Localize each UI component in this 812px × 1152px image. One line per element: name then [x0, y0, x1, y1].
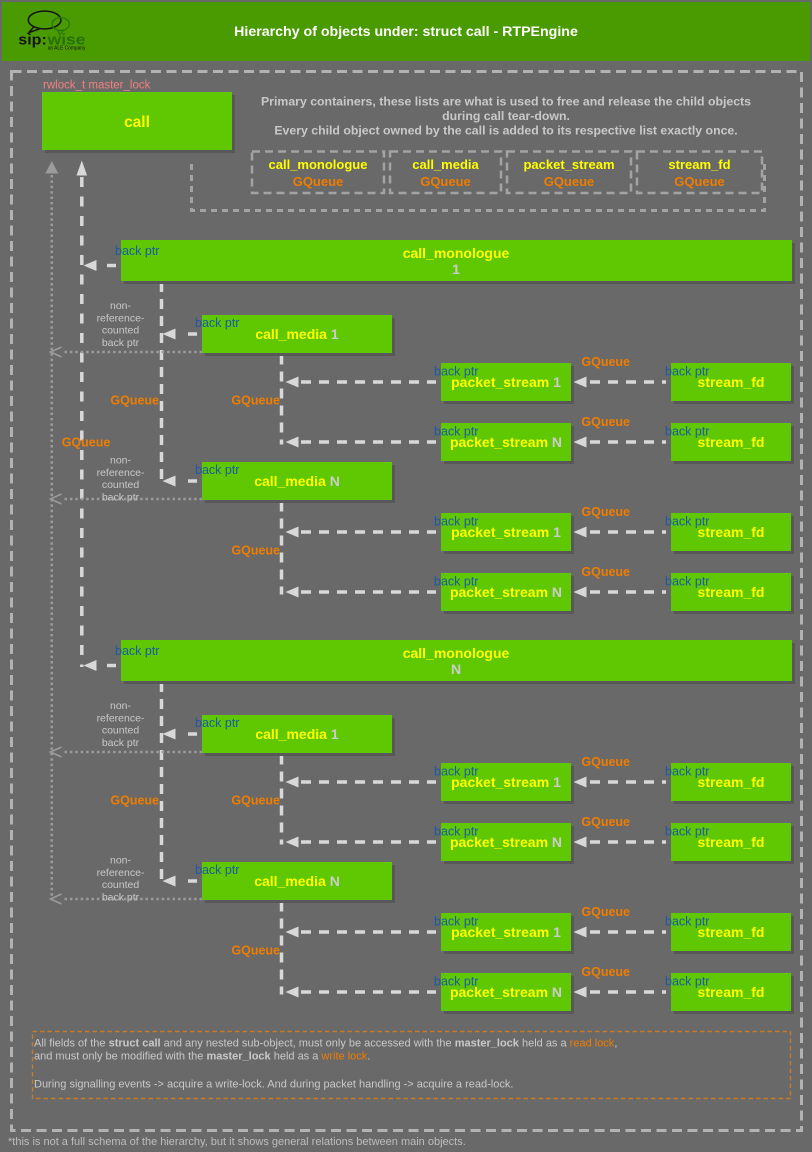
svg-text:back ptr: back ptr	[434, 765, 478, 779]
svg-text:reference-: reference-	[97, 467, 145, 479]
svg-text:back ptr: back ptr	[665, 765, 709, 779]
svg-text:packet_stream 1: packet_stream 1	[451, 374, 561, 390]
svg-text:GQueue: GQueue	[110, 394, 159, 408]
svg-text:stream_fd: stream_fd	[698, 834, 765, 850]
svg-text:packet_stream 1: packet_stream 1	[451, 774, 561, 790]
svg-text:back ptr: back ptr	[434, 365, 478, 379]
svg-text:All fields of the struct call: All fields of the struct call and any ne…	[34, 1038, 617, 1050]
svg-text:During signalling events -> ac: During signalling events -> acquire a wr…	[34, 1079, 513, 1091]
svg-text:counted: counted	[102, 725, 140, 737]
svg-text:back ptr: back ptr	[102, 737, 140, 749]
svg-text:back ptr: back ptr	[115, 244, 159, 258]
svg-text:call_media N: call_media N	[254, 473, 340, 489]
svg-text:Hierarchy of objects under: st: Hierarchy of objects under: struct call …	[234, 24, 578, 40]
svg-text:call_media 1: call_media 1	[255, 726, 339, 742]
svg-text:back ptr: back ptr	[195, 316, 239, 330]
svg-text:rwlock_t master_lock: rwlock_t master_lock	[43, 80, 151, 92]
svg-text:back ptr: back ptr	[434, 825, 478, 839]
svg-text:back ptr: back ptr	[665, 515, 709, 529]
svg-text:N: N	[451, 661, 461, 677]
svg-text:GQueue: GQueue	[231, 544, 280, 558]
svg-text:GQueue: GQueue	[231, 794, 280, 808]
svg-text:GQueue: GQueue	[674, 174, 725, 189]
svg-text:call: call	[124, 114, 150, 131]
svg-text:GQueue: GQueue	[581, 755, 630, 769]
svg-text:packet_stream N: packet_stream N	[450, 434, 562, 450]
svg-text:reference-: reference-	[97, 312, 145, 324]
svg-text:stream_fd: stream_fd	[698, 984, 765, 1000]
svg-text:1: 1	[452, 261, 460, 277]
svg-text:back ptr: back ptr	[195, 863, 239, 877]
svg-text:packet_stream 1: packet_stream 1	[451, 924, 561, 940]
svg-text:Every child object owned by th: Every child object owned by the call is …	[274, 124, 737, 138]
svg-text:stream_fd: stream_fd	[698, 434, 765, 450]
svg-text:packet_stream N: packet_stream N	[450, 584, 562, 600]
svg-text:GQueue: GQueue	[581, 905, 630, 919]
svg-text:GQueue: GQueue	[110, 794, 159, 808]
svg-text:call_monologue: call_monologue	[403, 245, 510, 261]
svg-text:counted: counted	[102, 479, 140, 491]
svg-text:GQueue: GQueue	[62, 436, 111, 450]
svg-text:call_media 1: call_media 1	[255, 326, 339, 342]
svg-text:call_monologue: call_monologue	[269, 157, 368, 172]
svg-text:GQueue: GQueue	[231, 394, 280, 408]
svg-text:GQueue: GQueue	[544, 174, 595, 189]
svg-text:GQueue: GQueue	[420, 174, 471, 189]
svg-text:back ptr: back ptr	[434, 515, 478, 529]
svg-text:GQueue: GQueue	[231, 944, 280, 958]
svg-text:back ptr: back ptr	[665, 575, 709, 589]
svg-text:stream_fd: stream_fd	[698, 584, 765, 600]
svg-text:GQueue: GQueue	[581, 815, 630, 829]
svg-text:reference-: reference-	[97, 867, 145, 879]
svg-text:packet_stream: packet_stream	[523, 157, 614, 172]
svg-text:back ptr: back ptr	[665, 915, 709, 929]
svg-text:GQueue: GQueue	[293, 174, 344, 189]
svg-text:stream_fd: stream_fd	[668, 157, 730, 172]
svg-text:back ptr: back ptr	[102, 337, 140, 349]
svg-text:GQueue: GQueue	[581, 355, 630, 369]
svg-text:GQueue: GQueue	[581, 565, 630, 579]
svg-text:back ptr: back ptr	[195, 463, 239, 477]
svg-text:wise: wise	[47, 32, 86, 49]
svg-text:an ALE Company: an ALE Company	[48, 46, 86, 52]
svg-text:stream_fd: stream_fd	[698, 924, 765, 940]
svg-text:non-: non-	[110, 855, 132, 867]
svg-text:back ptr: back ptr	[665, 365, 709, 379]
svg-text:stream_fd: stream_fd	[698, 374, 765, 390]
svg-text:counted: counted	[102, 879, 140, 891]
svg-text:back ptr: back ptr	[434, 425, 478, 439]
svg-text:reference-: reference-	[97, 712, 145, 724]
svg-text:back ptr: back ptr	[102, 491, 140, 503]
svg-text:packet_stream N: packet_stream N	[450, 984, 562, 1000]
svg-text:GQueue: GQueue	[581, 505, 630, 519]
svg-text:sip:: sip:	[18, 32, 47, 49]
svg-text:counted: counted	[102, 325, 140, 337]
svg-text:GQueue: GQueue	[581, 415, 630, 429]
svg-text:Primary containers, these list: Primary containers, these lists are what…	[261, 95, 751, 109]
svg-text:stream_fd: stream_fd	[698, 524, 765, 540]
svg-text:during call tear-down.: during call tear-down.	[442, 109, 570, 123]
svg-text:packet_stream 1: packet_stream 1	[451, 524, 561, 540]
svg-text:packet_stream N: packet_stream N	[450, 834, 562, 850]
svg-text:non-: non-	[110, 700, 132, 712]
svg-text:back ptr: back ptr	[434, 975, 478, 989]
svg-text:non-: non-	[110, 455, 132, 467]
svg-text:call_monologue: call_monologue	[403, 645, 510, 661]
svg-text:and must only be modified with: and must only be modified with the maste…	[34, 1051, 370, 1063]
svg-text:GQueue: GQueue	[581, 965, 630, 979]
svg-text:back ptr: back ptr	[195, 716, 239, 730]
svg-text:*this is not a full schema of: *this is not a full schema of the hierar…	[8, 1136, 466, 1148]
svg-text:back ptr: back ptr	[665, 975, 709, 989]
svg-text:back ptr: back ptr	[665, 825, 709, 839]
svg-text:back ptr: back ptr	[434, 915, 478, 929]
svg-text:stream_fd: stream_fd	[698, 774, 765, 790]
svg-text:call_media: call_media	[412, 157, 479, 172]
svg-text:back ptr: back ptr	[102, 891, 140, 903]
svg-text:back ptr: back ptr	[434, 575, 478, 589]
svg-text:back ptr: back ptr	[665, 425, 709, 439]
svg-text:back ptr: back ptr	[115, 644, 159, 658]
svg-text:call_media N: call_media N	[254, 873, 340, 889]
svg-text:non-: non-	[110, 300, 132, 312]
